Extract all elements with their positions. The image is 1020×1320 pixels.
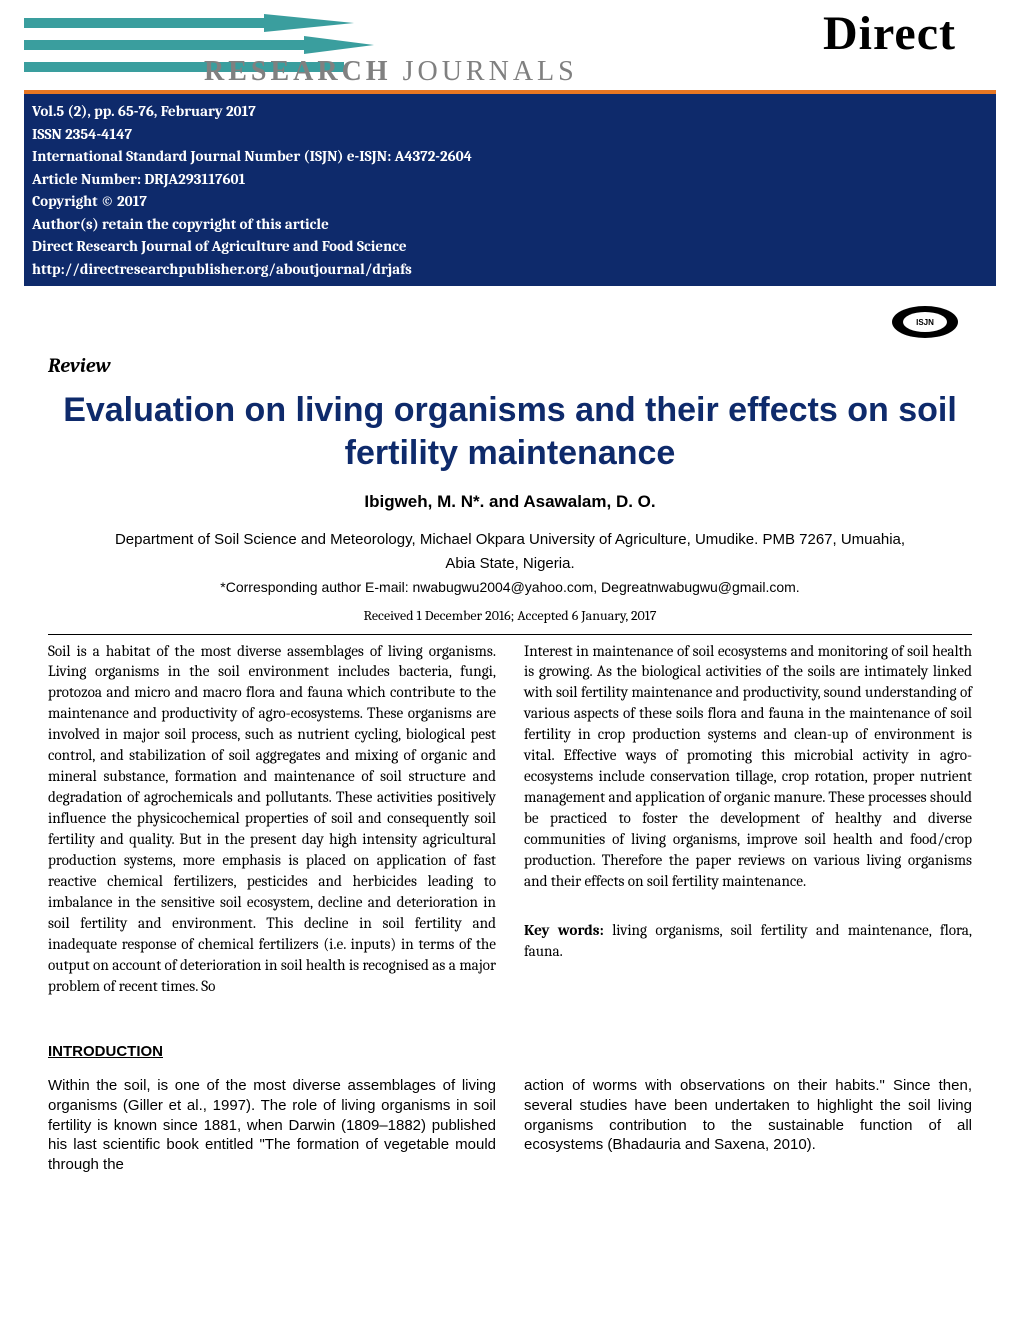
meta-line: International Standard Journal Number (I… — [32, 145, 988, 168]
article-authors: Ibigweh, M. N*. and Asawalam, D. O. — [48, 492, 972, 512]
journal-meta-block: Vol.5 (2), pp. 65-76, February 2017 ISSN… — [24, 94, 996, 286]
meta-line: Article Number: DRJA293117601 — [32, 168, 988, 191]
intro-right-column: action of worms with observations on the… — [524, 1076, 972, 1175]
introduction-columns: Within the soil, is one of the most dive… — [48, 1076, 972, 1175]
abstract-rule-top — [48, 634, 972, 635]
brand-journals: JOURNALS — [403, 56, 578, 87]
meta-line: Vol.5 (2), pp. 65-76, February 2017 — [32, 100, 988, 123]
article-type-label: Review — [48, 354, 972, 377]
abstract-right-column: Interest in maintenance of soil ecosyste… — [524, 641, 972, 997]
article-title: Evaluation on living organisms and their… — [48, 389, 972, 474]
corresponding-author: *Corresponding author E-mail: nwabugwu20… — [48, 579, 972, 595]
brand-research: RESEARCH — [204, 56, 392, 87]
intro-left-column: Within the soil, is one of the most dive… — [48, 1076, 496, 1175]
isjn-badge: ISJN — [0, 286, 1020, 348]
meta-line: http://directresearchpublisher.org/about… — [32, 258, 988, 281]
abstract-left-column: Soil is a habitat of the most diverse as… — [48, 641, 496, 997]
meta-line: Author(s) retain the copyright of this a… — [32, 213, 988, 236]
keywords-label: Key words: — [524, 921, 604, 939]
journal-logo-banner: Direct RESEARCH JOURNALS — [24, 0, 996, 90]
affiliation-line-1: Department of Soil Science and Meteorolo… — [48, 530, 972, 550]
article-content: Review Evaluation on living organisms an… — [0, 354, 1020, 1175]
abstract-columns: Soil is a habitat of the most diverse as… — [48, 641, 972, 997]
affiliation-line-2: Abia State, Nigeria. — [48, 554, 972, 574]
section-heading-introduction: INTRODUCTION — [48, 1043, 972, 1060]
abstract-right-text: Interest in maintenance of soil ecosyste… — [524, 642, 972, 891]
meta-line: Direct Research Journal of Agriculture a… — [32, 235, 988, 258]
meta-line: Copyright © 2017 — [32, 190, 988, 213]
date-received: Received 1 December 2016; Accepted 6 Jan… — [48, 607, 972, 624]
brand-top-text: Direct — [823, 6, 956, 61]
brand-bottom-text: RESEARCH JOURNALS — [204, 56, 578, 88]
meta-line: ISSN 2354-4147 — [32, 123, 988, 146]
svg-text:ISJN: ISJN — [916, 318, 934, 327]
